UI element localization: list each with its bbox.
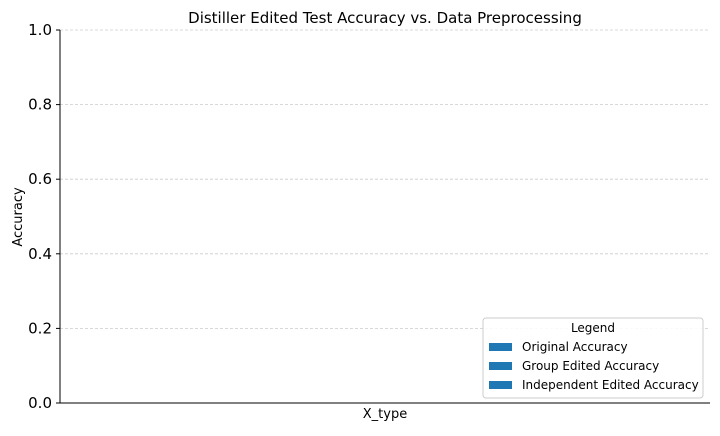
y-axis-label: Accuracy [11,187,26,247]
y-tick-label: 0.6 [28,170,52,188]
y-tick-label: 0.8 [28,96,52,114]
y-tick-label: 0.0 [28,394,52,412]
legend-label: Group Edited Accuracy [522,359,659,373]
legend-label: Independent Edited Accuracy [522,378,699,392]
x-axis-label: X_type [363,407,407,422]
y-tick-label: 0.2 [28,319,52,337]
y-tick-label: 0.4 [28,245,52,263]
y-tick-label: 1.0 [28,21,52,39]
legend-swatch [489,343,512,351]
y-ticks: 0.0 0.2 0.4 0.6 0.8 1.0 [28,21,60,412]
legend-label: Original Accuracy [522,340,628,354]
legend-entries: Original Accuracy Group Edited Accuracy In… [489,340,699,392]
legend-box [482,317,704,399]
chart-title: Distiller Edited Test Accuracy vs. Data … [188,9,582,27]
legend-title: Legend [571,321,615,335]
legend-swatch [489,362,512,370]
legend: Legend Original Accuracy Group Edited Acc… [482,317,704,399]
grid-lines [60,29,710,329]
legend-swatch [489,381,512,389]
